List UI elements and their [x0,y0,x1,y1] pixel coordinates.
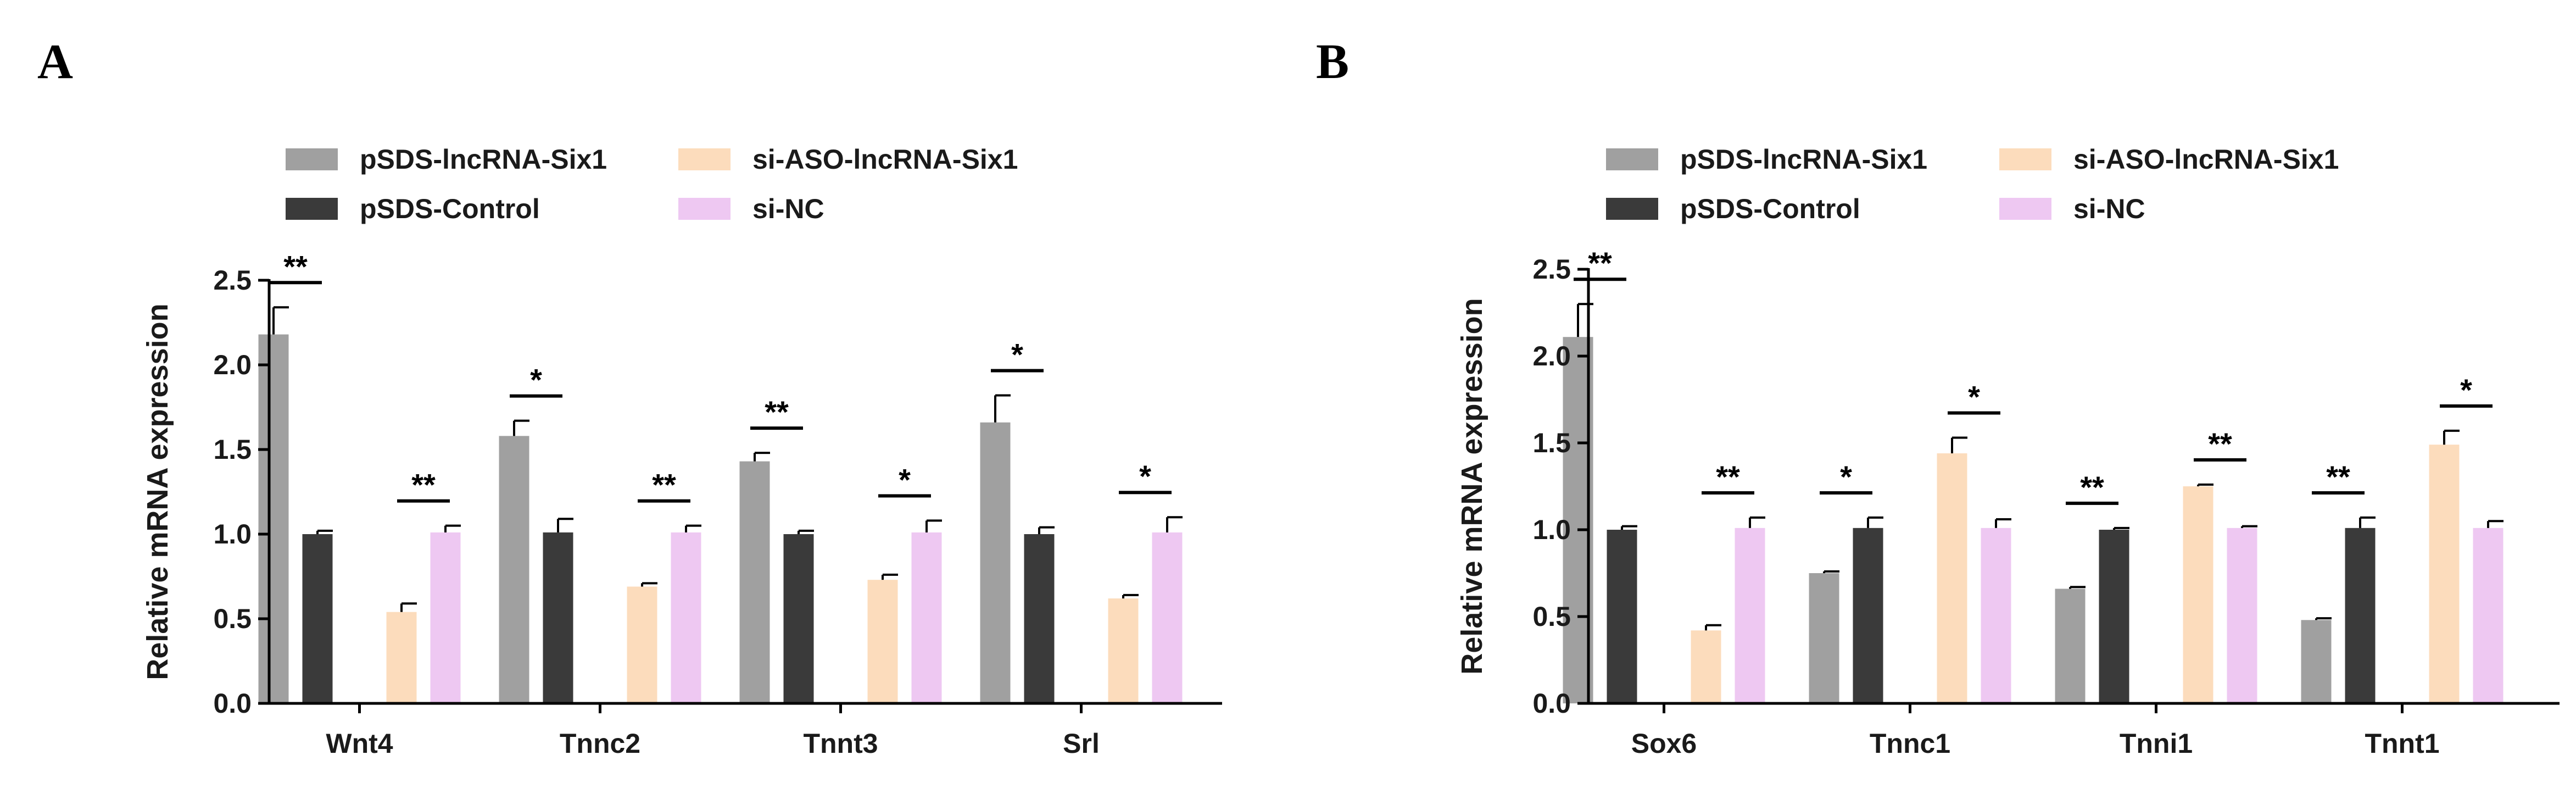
legend-label: si-ASO-lncRNA-Six1 [752,144,1018,175]
bar [671,532,701,703]
y-axis-title: Relative mRNA expression [1456,298,1488,674]
legend-swatch [286,148,338,170]
bar [499,436,529,703]
bar [2099,530,2129,703]
legend-swatch [678,198,731,220]
bar [1607,530,1637,703]
y-tick-label: 1.0 [1532,514,1571,545]
x-tick-label: Tnni1 [2120,728,2193,759]
bar [1735,528,1765,703]
legend-label: si-NC [752,193,824,224]
bar [1152,532,1183,703]
significance-label: ** [2080,470,2104,504]
y-tick-label: 0.5 [1532,601,1571,632]
bar [2301,620,2332,703]
significance-label: ** [1716,459,1740,494]
significance-label: * [1139,459,1151,493]
bar [1108,598,1139,703]
legend-swatch [678,148,731,170]
legend-label: pSDS-lncRNA-Six1 [360,144,607,175]
bar [1691,630,1721,703]
significance-label: * [1968,380,1980,414]
panel-letter: A [37,35,73,89]
legend-swatch [1999,148,2051,170]
y-tick-label: 0.5 [213,603,252,634]
y-tick-label: 1.5 [213,434,252,465]
y-tick-label: 2.5 [1532,254,1571,285]
legend-label: si-NC [2073,193,2145,224]
bar [911,532,942,703]
legend-swatch [286,198,338,220]
significance-label: * [2460,373,2472,407]
bar [386,612,417,703]
significance-label: * [1011,337,1023,371]
bar [1024,534,1055,703]
bar [980,422,1011,703]
significance-label: ** [2326,459,2350,494]
bar [2473,528,2503,703]
y-tick-label: 0.0 [213,688,252,719]
bar [1809,573,1839,703]
x-tick-label: Sox6 [1631,728,1697,759]
legend-label: pSDS-Control [360,193,540,224]
bar [627,586,657,703]
significance-label: * [899,462,911,497]
legend-swatch [1606,198,1658,220]
bar [302,534,333,703]
y-tick-label: 1.5 [1532,428,1571,458]
significance-label: ** [1588,246,1612,280]
legend-label: pSDS-lncRNA-Six1 [1680,144,1927,175]
bar [1937,453,1967,703]
x-tick-label: Tnnt3 [803,728,878,759]
bar [430,532,461,703]
significance-label: * [530,363,542,397]
legend-label: pSDS-Control [1680,193,1860,224]
x-tick-label: Wnt4 [326,728,393,759]
legend-swatch [1999,198,2051,220]
bar [2183,486,2213,703]
bar [258,334,289,703]
bar [2429,445,2460,703]
legend-label: si-ASO-lncRNA-Six1 [2073,144,2339,175]
y-tick-label: 0.0 [1532,688,1571,719]
y-axis-title: Relative mRNA expression [141,303,174,680]
significance-label: ** [765,395,789,429]
significance-label: ** [411,468,436,502]
y-tick-label: 2.5 [213,265,252,296]
bar [2345,528,2376,703]
significance-label: * [1840,459,1852,494]
bar [783,534,814,703]
bar [2227,528,2257,703]
significance-label: ** [652,468,676,502]
y-tick-label: 2.0 [213,349,252,380]
y-tick-label: 1.0 [213,519,252,550]
panel-letter: B [1316,35,1349,89]
significance-label: ** [2208,426,2232,461]
bar [1853,528,1883,703]
x-tick-label: Tnnc2 [560,728,640,759]
bar [867,580,898,703]
x-tick-label: Tnnc1 [1870,728,1950,759]
bar [2055,589,2086,703]
x-tick-label: Tnnt1 [2365,728,2439,759]
legend-swatch [1606,148,1658,170]
bar [739,461,770,703]
significance-label: ** [283,249,308,284]
x-tick-label: Srl [1063,728,1100,759]
bar [1981,528,2011,703]
bar [543,532,573,703]
y-tick-label: 2.0 [1532,341,1571,371]
